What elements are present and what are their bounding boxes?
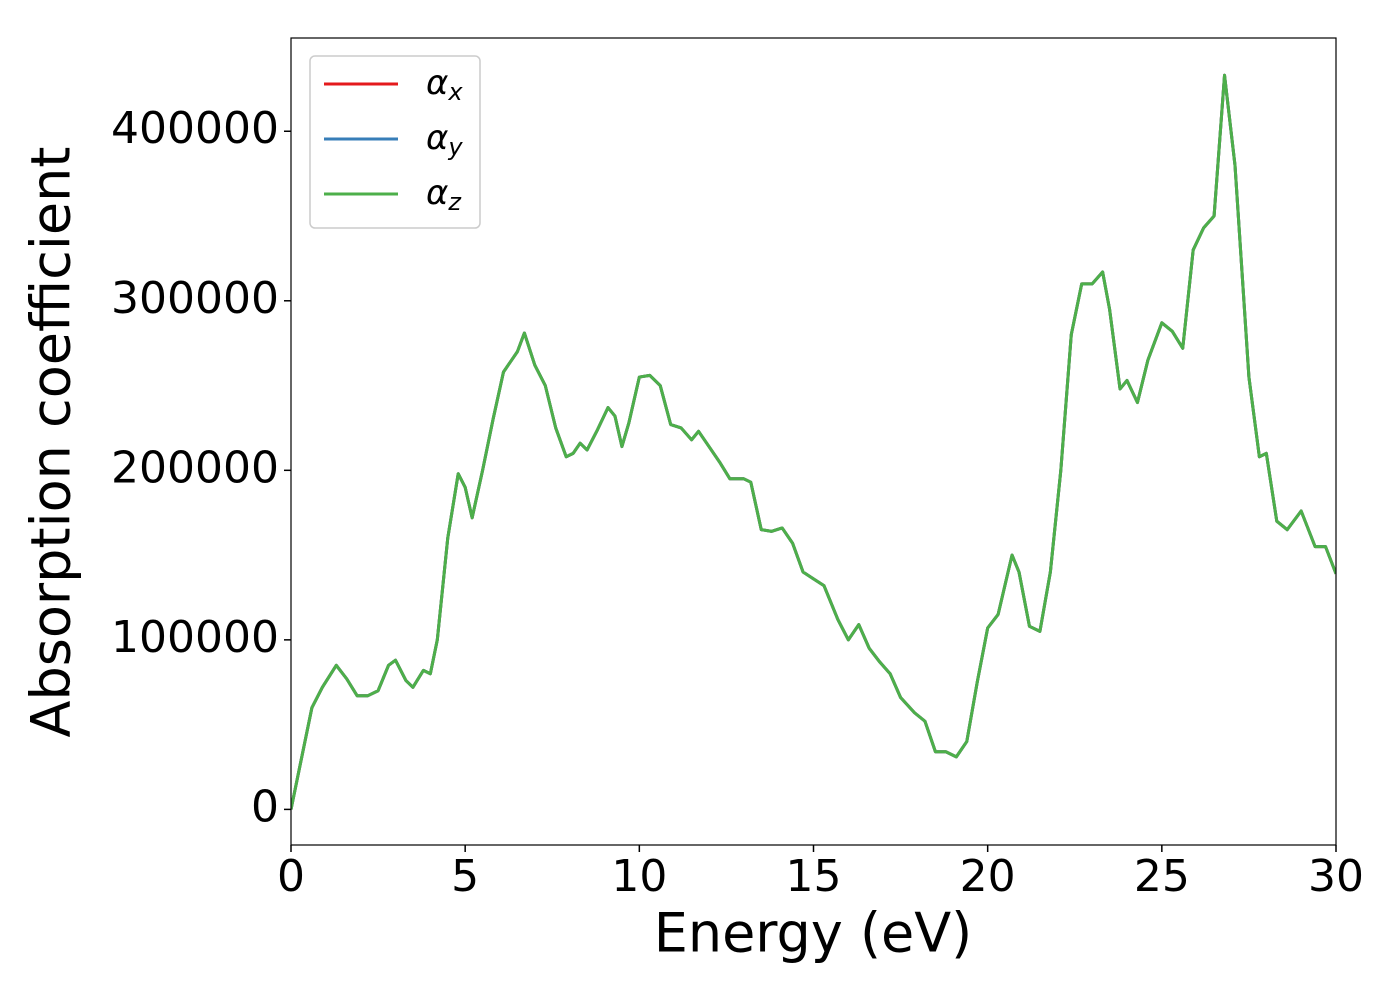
data-line — [291, 73, 1336, 810]
legend-box — [309, 55, 481, 229]
x-tick-label: 15 — [786, 851, 842, 902]
x-tick-label: 0 — [277, 851, 305, 902]
y-tick-label: 400000 — [111, 103, 279, 154]
y-tick-label: 300000 — [111, 273, 279, 324]
plot-frame — [290, 37, 1337, 846]
y-axis-label: Absorption coefficient — [20, 147, 83, 738]
x-tick-label: 20 — [960, 851, 1016, 902]
x-tick-label: 25 — [1134, 851, 1190, 902]
legend-label: αx — [426, 63, 463, 107]
legend-label: αz — [426, 173, 462, 217]
y-tick-label: 0 — [251, 781, 279, 832]
x-axis-label: Energy (eV) — [654, 902, 973, 965]
x-tick-label: 5 — [451, 851, 479, 902]
x-tick-label: 10 — [611, 851, 667, 902]
y-tick-label: 100000 — [111, 612, 279, 663]
x-tick-label: 30 — [1308, 851, 1364, 902]
legend-label: αy — [426, 118, 463, 162]
y-tick-label: 200000 — [111, 442, 279, 493]
